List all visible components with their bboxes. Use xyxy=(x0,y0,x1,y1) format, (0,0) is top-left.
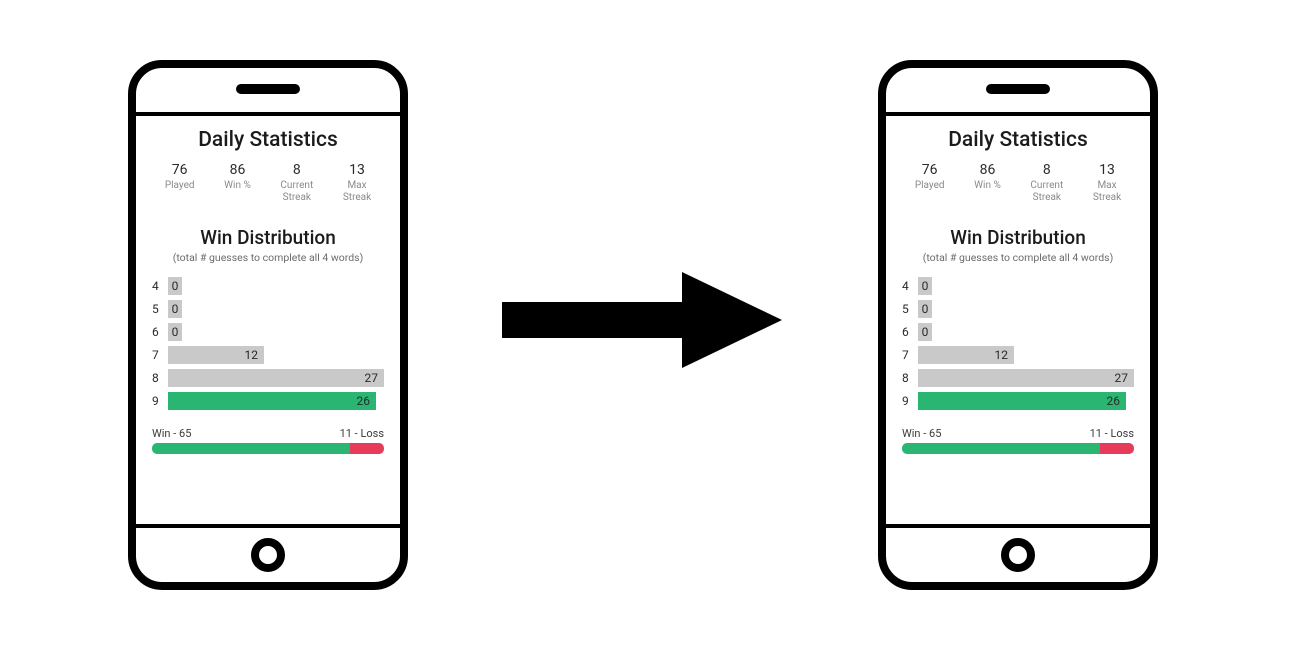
distribution-row-label: 5 xyxy=(902,302,914,316)
distribution-row-label: 8 xyxy=(152,371,164,385)
distribution-row-label: 6 xyxy=(902,325,914,339)
distribution-row-bar: 27 xyxy=(168,369,384,387)
distribution-chart: 405060712827926 xyxy=(150,276,386,411)
distribution-row: 9 26 xyxy=(152,391,384,411)
distribution-row: 50 xyxy=(152,299,384,319)
stat-current-streak: 8 Current Streak xyxy=(280,162,313,204)
distribution-subtitle: (total # guesses to complete all 4 words… xyxy=(900,251,1136,264)
distribution-row: 7 12 xyxy=(902,345,1134,365)
loss-label: 11 - Loss xyxy=(340,427,384,440)
stat-max-streak: 13 Max Streak xyxy=(1093,162,1121,204)
distribution-row-bar: 0 xyxy=(918,300,932,318)
distribution-row-bar: 26 xyxy=(168,392,376,410)
distribution-title: Win Distribution xyxy=(900,226,1136,249)
distribution-row: 40 xyxy=(152,276,384,296)
distribution-row: 50 xyxy=(902,299,1134,319)
distribution-row-label: 4 xyxy=(902,279,914,293)
stats-row: 76 Played 86 Win % 8 Current Streak 13 M… xyxy=(150,162,386,204)
distribution-row-bar: 0 xyxy=(918,277,932,295)
loss-label: 11 - Loss xyxy=(1090,427,1134,440)
stat-label: Current Streak xyxy=(280,180,313,204)
distribution-subtitle: (total # guesses to complete all 4 words… xyxy=(150,251,386,264)
stat-label: Played xyxy=(165,180,195,192)
stat-label: Win % xyxy=(974,180,1001,192)
winloss-labels: Win - 65 11 - Loss xyxy=(152,427,384,440)
home-button[interactable] xyxy=(251,538,285,572)
distribution-row-label: 7 xyxy=(152,348,164,362)
distribution-row-bar: 26 xyxy=(918,392,1126,410)
phone-speaker xyxy=(236,84,300,94)
stat-played: 76 Played xyxy=(165,162,195,204)
distribution-row: 60 xyxy=(902,322,1134,342)
winloss-loss-segment xyxy=(350,443,384,454)
stat-played: 76 Played xyxy=(915,162,945,204)
phone-bottom-divider xyxy=(136,524,400,528)
stat-label: Win % xyxy=(224,180,251,192)
distribution-row-label: 9 xyxy=(152,394,164,408)
distribution-row-label: 7 xyxy=(902,348,914,362)
home-button[interactable] xyxy=(1001,538,1035,572)
winloss-bar xyxy=(902,443,1134,454)
arrow-icon xyxy=(492,260,792,380)
distribution-row-label: 8 xyxy=(902,371,914,385)
stat-label: Played xyxy=(915,180,945,192)
winloss-section: Win - 65 11 - Loss xyxy=(150,427,386,454)
stat-label: Max Streak xyxy=(343,180,371,204)
stat-label: Max Streak xyxy=(1093,180,1121,204)
screen-right: Daily Statistics 76 Played 86 Win % 8 Cu… xyxy=(886,116,1150,524)
winloss-loss-segment xyxy=(1100,443,1134,454)
win-label: Win - 65 xyxy=(152,427,191,440)
distribution-row-bar: 0 xyxy=(168,300,182,318)
winloss-section: Win - 65 11 - Loss xyxy=(900,427,1136,454)
distribution-row: 40 xyxy=(902,276,1134,296)
distribution-chart: 405060712827926 xyxy=(900,276,1136,411)
screen-left: Daily Statistics 76 Played 86 Win % 8 Cu… xyxy=(136,116,400,524)
distribution-row: 60 xyxy=(152,322,384,342)
stats-title: Daily Statistics xyxy=(150,128,386,152)
distribution-row-bar: 12 xyxy=(918,346,1014,364)
distribution-row-bar: 0 xyxy=(168,323,182,341)
stat-value: 8 xyxy=(280,162,313,178)
distribution-row: 9 26 xyxy=(902,391,1134,411)
distribution-row-bar: 12 xyxy=(168,346,264,364)
distribution-row-bar: 0 xyxy=(918,323,932,341)
distribution-row-label: 5 xyxy=(152,302,164,316)
distribution-row: 8 27 xyxy=(152,368,384,388)
stage: Daily Statistics 76 Played 86 Win % 8 Cu… xyxy=(0,0,1306,650)
winloss-win-segment xyxy=(152,443,350,454)
phone-left: Daily Statistics 76 Played 86 Win % 8 Cu… xyxy=(128,60,408,590)
distribution-row-label: 6 xyxy=(152,325,164,339)
stat-value: 8 xyxy=(1030,162,1063,178)
stat-winpct: 86 Win % xyxy=(224,162,251,204)
stat-winpct: 86 Win % xyxy=(974,162,1001,204)
stats-row: 76 Played 86 Win % 8 Current Streak 13 M… xyxy=(900,162,1136,204)
phone-bottom-divider xyxy=(886,524,1150,528)
stat-value: 13 xyxy=(343,162,371,178)
distribution-row: 7 12 xyxy=(152,345,384,365)
stat-value: 86 xyxy=(974,162,1001,178)
stat-value: 86 xyxy=(224,162,251,178)
distribution-row-label: 4 xyxy=(152,279,164,293)
distribution-title: Win Distribution xyxy=(150,226,386,249)
distribution-row-label: 9 xyxy=(902,394,914,408)
stat-current-streak: 8 Current Streak xyxy=(1030,162,1063,204)
stat-max-streak: 13 Max Streak xyxy=(343,162,371,204)
stat-value: 76 xyxy=(165,162,195,178)
stat-label: Current Streak xyxy=(1030,180,1063,204)
distribution-row: 8 27 xyxy=(902,368,1134,388)
win-label: Win - 65 xyxy=(902,427,941,440)
stat-value: 76 xyxy=(915,162,945,178)
winloss-win-segment xyxy=(902,443,1100,454)
winloss-bar xyxy=(152,443,384,454)
phone-speaker xyxy=(986,84,1050,94)
winloss-labels: Win - 65 11 - Loss xyxy=(902,427,1134,440)
distribution-row-bar: 0 xyxy=(168,277,182,295)
stats-title: Daily Statistics xyxy=(900,128,1136,152)
phone-right: Daily Statistics 76 Played 86 Win % 8 Cu… xyxy=(878,60,1158,590)
stat-value: 13 xyxy=(1093,162,1121,178)
distribution-row-bar: 27 xyxy=(918,369,1134,387)
